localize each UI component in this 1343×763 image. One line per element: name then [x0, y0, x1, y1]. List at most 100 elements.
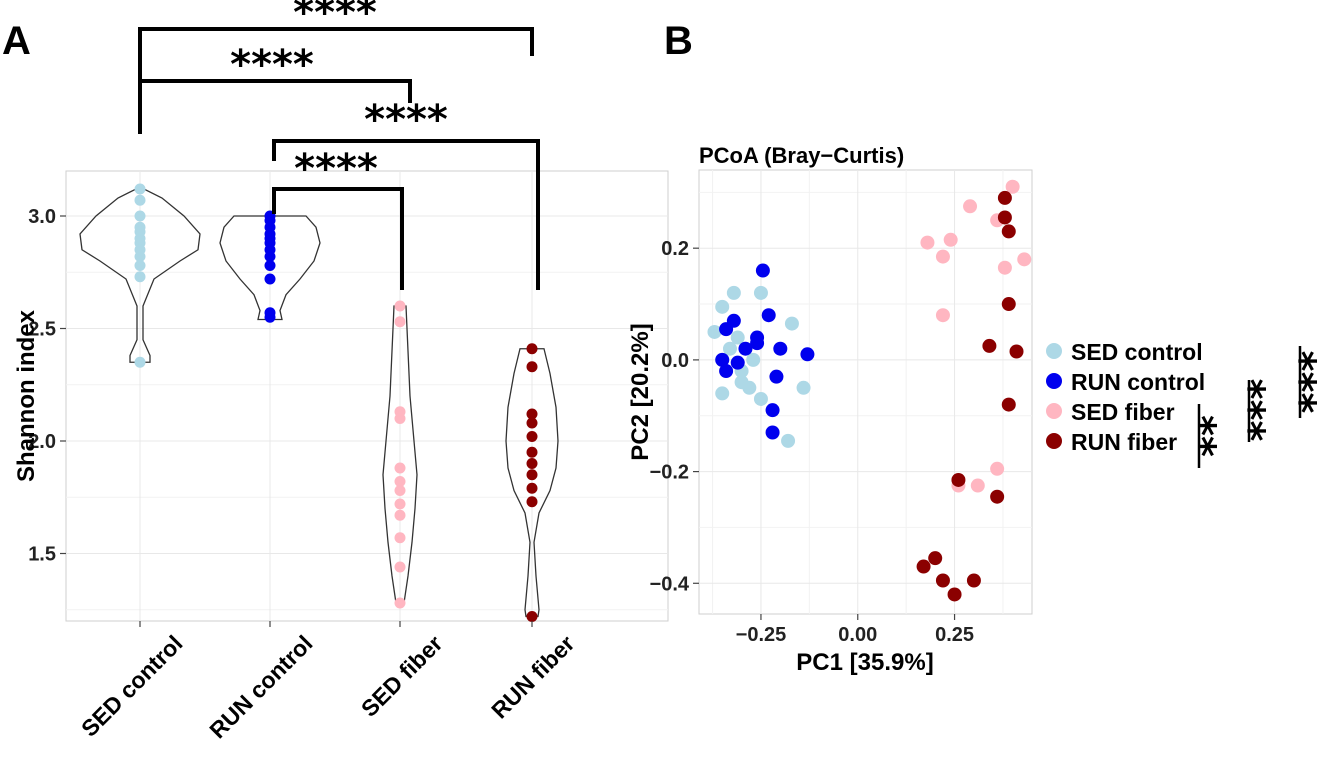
data-point: [394, 561, 406, 573]
data-point: [990, 489, 1005, 504]
pcoa-y-ticks: −0.4 −0.2 0.0 0.2: [650, 238, 699, 595]
pcoa-x-axis-title: PC1 [35.9%]: [796, 649, 933, 676]
data-point: [773, 341, 788, 356]
pcoa-grid: [699, 170, 1032, 614]
data-point: [784, 316, 799, 331]
data-point: [134, 251, 146, 262]
data-point: [947, 587, 962, 602]
significance-stars: ****: [293, 0, 377, 36]
data-point: [982, 338, 997, 353]
x-tick-label: 0.00: [838, 624, 877, 646]
data-point: [765, 425, 780, 440]
data-point: [719, 322, 734, 337]
data-point: [755, 263, 770, 278]
pcoa-chart: PCoA (Bray−Curtis) −0.25 0.00 0.25 −0.4−0.…: [627, 143, 1338, 676]
significance-stars: ****: [294, 146, 378, 192]
data-point: [715, 299, 730, 314]
data-point: [526, 408, 538, 420]
data-point: [970, 478, 985, 493]
x-category-label: SED control: [76, 630, 187, 741]
pcoa-x-ticks: −0.25 0.00 0.25: [736, 614, 974, 646]
data-point: [394, 476, 406, 487]
data-point: [394, 498, 406, 510]
legend-marker: [1046, 403, 1062, 419]
data-point: [951, 472, 966, 487]
legend-marker: [1046, 373, 1062, 389]
data-point: [715, 352, 730, 367]
data-point: [526, 361, 538, 373]
x-tick-label: −0.25: [736, 624, 787, 646]
data-point: [963, 199, 978, 214]
data-point: [526, 458, 538, 469]
data-point: [997, 210, 1012, 225]
significance-bracket: [138, 79, 412, 134]
violin-grid: [66, 171, 668, 621]
legend-label: SED fiber: [1071, 399, 1175, 425]
data-point: [753, 285, 768, 300]
violin-significance-brackets: ****************: [138, 0, 540, 290]
data-point: [134, 260, 146, 271]
x-tick-label: 0.25: [935, 624, 974, 646]
data-point: [935, 249, 950, 264]
pcoa-plot-frame: [698, 169, 1033, 615]
data-point: [966, 573, 981, 588]
data-point: [394, 462, 406, 474]
x-category-label: RUN fiber: [486, 630, 579, 723]
data-point: [761, 308, 776, 323]
data-point: [526, 446, 538, 458]
data-point: [800, 347, 815, 362]
data-point: [781, 433, 796, 448]
legend-label: SED control: [1071, 339, 1203, 365]
legend-marker: [1046, 343, 1062, 359]
data-point: [1001, 224, 1016, 239]
violin-plot-frame: [65, 170, 669, 622]
data-point: [526, 496, 538, 508]
data-point: [394, 316, 406, 328]
data-point: [134, 356, 146, 368]
pcoa-points: [707, 179, 1032, 602]
violin-y-ticks: 1.5 2.0 2.5 3.0: [28, 206, 66, 566]
y-tick-label: −0.2: [650, 462, 689, 484]
data-point: [722, 341, 737, 356]
significance-stars: ***: [1292, 351, 1338, 414]
violin-chart: 1.5 2.0 2.5 3.0 SED control RUN control SED f…: [13, 0, 669, 743]
panel-letter-b: B: [664, 19, 693, 63]
y-tick-label: 1.5: [28, 544, 56, 566]
data-point: [746, 352, 761, 367]
violin-x-ticks: SED control RUN control SED fiber RUN fiber: [76, 621, 580, 743]
data-point: [1005, 179, 1020, 194]
violin-points: [134, 183, 538, 622]
panel-letter-a: A: [2, 19, 31, 63]
violin-shapes: [79, 188, 559, 618]
data-point: [394, 300, 406, 312]
data-point: [730, 355, 745, 370]
data-point: [796, 380, 811, 395]
data-point: [935, 573, 950, 588]
data-point: [526, 482, 538, 494]
data-point: [526, 469, 538, 481]
data-point: [750, 336, 765, 351]
data-point: [526, 343, 538, 355]
data-point: [1009, 344, 1024, 359]
data-point: [734, 375, 749, 390]
data-point: [726, 285, 741, 300]
pcoa-y-axis-title: PC2 [20.2%]: [627, 323, 654, 460]
data-point: [715, 386, 730, 401]
significance-stars: ***: [1241, 379, 1287, 442]
data-point: [134, 194, 146, 206]
data-point: [264, 260, 276, 271]
data-point: [753, 391, 768, 406]
data-point: [394, 509, 406, 521]
y-tick-label: −0.4: [650, 573, 690, 595]
data-point: [1001, 397, 1016, 412]
data-point: [264, 311, 276, 323]
data-point: [394, 532, 406, 544]
data-point: [738, 341, 753, 356]
data-point: [394, 485, 406, 496]
significance-stars: ****: [364, 97, 448, 143]
data-point: [990, 461, 1005, 476]
x-category-label: RUN control: [204, 630, 317, 743]
legend-marker: [1046, 433, 1062, 449]
data-point: [765, 403, 780, 418]
data-point: [997, 260, 1012, 275]
